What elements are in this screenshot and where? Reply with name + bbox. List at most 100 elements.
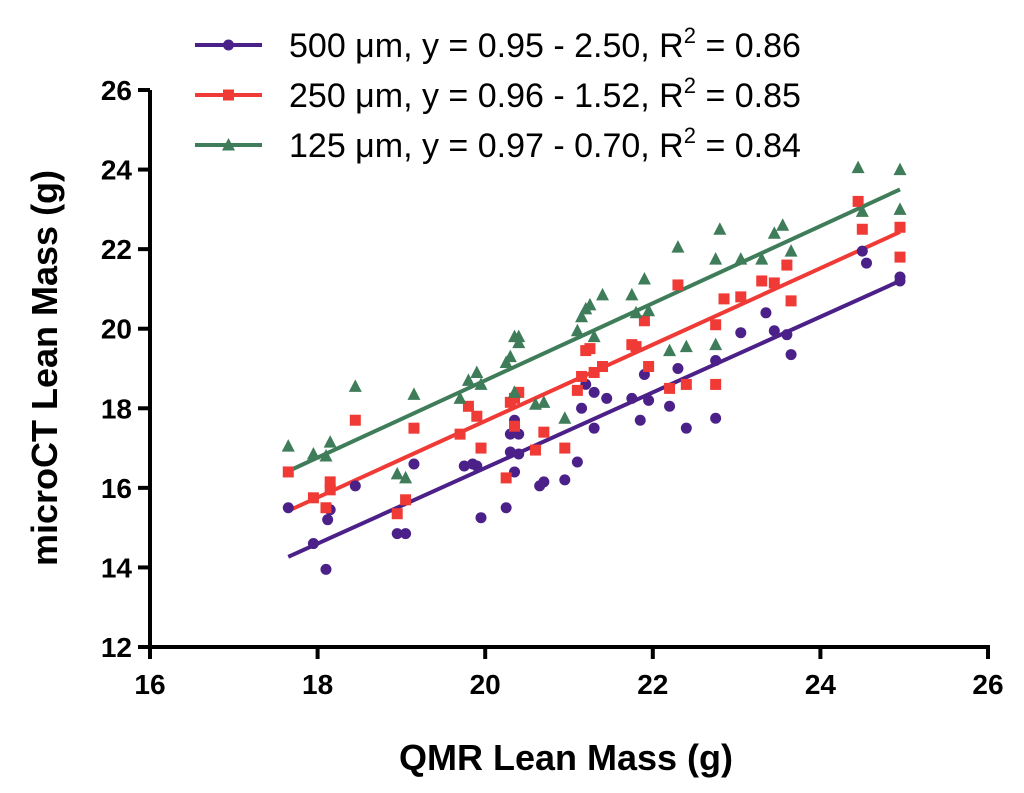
data-point-square xyxy=(529,444,541,456)
data-point-triangle xyxy=(679,339,693,353)
data-point-square xyxy=(454,428,466,440)
data-point-triangle xyxy=(399,470,413,484)
data-point-triangle xyxy=(663,343,677,357)
data-point-triangle xyxy=(637,271,651,285)
x-tick-label: 22 xyxy=(637,669,668,700)
data-point-square xyxy=(597,361,609,373)
data-point-triangle xyxy=(281,439,295,452)
data-point-square xyxy=(710,378,722,390)
data-point-triangle xyxy=(470,365,484,378)
data-point-circle xyxy=(588,422,600,434)
data-point-square xyxy=(349,414,361,426)
data-point-triangle xyxy=(851,160,865,174)
data-point-square xyxy=(643,361,655,373)
data-point-circle xyxy=(576,402,588,414)
y-axis-title: microCT Lean Mass (g) xyxy=(24,170,65,566)
data-point-circle xyxy=(571,456,583,468)
data-point-circle xyxy=(785,349,797,361)
data-point-circle xyxy=(710,355,722,367)
legend-label-r2: = 0.84 xyxy=(696,127,801,165)
data-point-circle xyxy=(634,414,646,426)
data-point-triangle xyxy=(734,252,748,265)
data-points xyxy=(281,160,907,575)
data-point-triangle xyxy=(625,287,639,301)
data-point-triangle xyxy=(474,377,488,390)
data-point-circle xyxy=(680,422,692,434)
data-point-triangle xyxy=(776,218,790,231)
data-point-square xyxy=(852,195,864,207)
y-tick-label: 20 xyxy=(101,314,132,345)
data-point-triangle xyxy=(575,309,589,323)
data-point-square xyxy=(400,494,412,506)
data-point-square xyxy=(391,508,403,520)
data-point-square xyxy=(324,476,336,488)
fit-line-circle xyxy=(287,279,901,559)
data-point-triangle xyxy=(570,323,584,337)
legend-label-main: 500 μm, y = 0.95 - 2.50, R xyxy=(289,27,684,65)
legend-label-superscript: 2 xyxy=(684,73,696,98)
data-point-circle xyxy=(509,466,521,478)
x-axis-title: QMR Lean Mass (g) xyxy=(399,737,733,778)
legend-label-superscript: 2 xyxy=(684,123,696,148)
data-point-circle xyxy=(282,502,294,514)
legend-label-r2: = 0.85 xyxy=(696,77,801,115)
data-point-circle xyxy=(856,245,868,257)
data-point-square xyxy=(894,221,906,233)
data-point-circle xyxy=(513,448,525,460)
data-point-square xyxy=(462,400,474,412)
data-point-triangle xyxy=(713,222,727,235)
legend-label-superscript: 2 xyxy=(684,23,696,48)
data-point-square xyxy=(584,343,596,355)
y-tick-label: 14 xyxy=(101,552,133,583)
data-point-triangle xyxy=(709,337,723,351)
data-point-triangle xyxy=(319,449,333,462)
data-point-triangle xyxy=(587,329,601,343)
data-point-square xyxy=(638,315,650,327)
y-tick-label: 24 xyxy=(101,155,133,186)
data-point-square xyxy=(680,378,692,390)
data-point-square xyxy=(282,466,294,478)
data-point-triangle xyxy=(784,244,798,257)
data-point-circle xyxy=(349,480,361,492)
data-point-square xyxy=(756,275,768,287)
data-point-triangle xyxy=(461,373,475,386)
data-point-circle xyxy=(400,528,412,540)
data-point-square xyxy=(710,319,722,331)
data-point-triangle xyxy=(893,202,907,215)
x-tick-label: 26 xyxy=(972,669,1003,700)
data-point-circle xyxy=(781,329,793,341)
data-point-square xyxy=(664,382,676,394)
data-point-square xyxy=(894,251,906,263)
data-point-square xyxy=(576,370,588,382)
legend-label-main: 125 μm, y = 0.97 - 0.70, R xyxy=(289,127,684,165)
data-point-triangle xyxy=(583,297,597,311)
data-point-triangle xyxy=(503,349,517,363)
data-point-triangle xyxy=(629,305,643,319)
legend-label: 250 μm, y = 0.96 - 1.52, R2 = 0.85 xyxy=(289,73,801,115)
data-point-square xyxy=(781,259,793,271)
data-point-circle xyxy=(664,400,676,412)
x-axis-ticks: 16 18 20 22 24 26 xyxy=(134,647,1004,700)
x-tick-label: 18 xyxy=(302,669,333,700)
data-point-circle xyxy=(626,392,638,404)
y-tick-label: 12 xyxy=(101,632,132,663)
data-point-triangle xyxy=(671,240,685,253)
data-point-circle xyxy=(504,446,516,458)
data-point-circle xyxy=(735,327,747,339)
data-point-square xyxy=(672,279,684,291)
data-point-circle xyxy=(710,412,722,424)
legend-marker-triangle xyxy=(222,138,235,151)
data-point-circle xyxy=(475,512,487,524)
data-point-square xyxy=(513,386,525,398)
data-point-square xyxy=(471,410,483,422)
data-point-circle xyxy=(538,476,550,488)
data-point-triangle xyxy=(508,385,522,398)
data-point-circle xyxy=(391,528,403,540)
data-point-circle xyxy=(588,386,600,398)
data-point-triangle xyxy=(893,162,907,176)
data-point-square xyxy=(718,293,730,305)
legend-marker-square xyxy=(223,89,234,101)
data-point-square xyxy=(324,484,336,496)
data-point-circle xyxy=(672,363,684,374)
y-tick-label: 22 xyxy=(101,234,132,265)
